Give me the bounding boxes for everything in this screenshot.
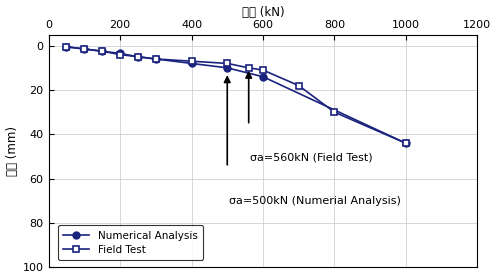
- Numerical Analysis: [403, 141, 409, 145]
- Line: Field Test: Field Test: [63, 43, 410, 147]
- Text: σa=560kN (Field Test): σa=560kN (Field Test): [250, 152, 373, 162]
- Field Test: [188, 59, 194, 63]
- Field Test: [117, 53, 123, 56]
- Numerical Analysis: [64, 45, 70, 49]
- Field Test: [153, 57, 159, 61]
- Numerical Analysis: [82, 47, 87, 51]
- X-axis label: 하중 (kN): 하중 (kN): [242, 6, 284, 19]
- Field Test: [331, 110, 337, 114]
- Legend: Numerical Analysis, Field Test: Numerical Analysis, Field Test: [58, 225, 203, 260]
- Field Test: [296, 84, 302, 87]
- Field Test: [64, 45, 70, 49]
- Numerical Analysis: [260, 75, 266, 78]
- Numerical Analysis: [188, 62, 194, 65]
- Field Test: [403, 141, 409, 145]
- Field Test: [135, 55, 141, 58]
- Numerical Analysis: [135, 55, 141, 58]
- Numerical Analysis: [99, 50, 105, 53]
- Numerical Analysis: [153, 57, 159, 61]
- Field Test: [246, 66, 251, 69]
- Field Test: [99, 50, 105, 53]
- Y-axis label: 첫위 (mm): 첫위 (mm): [5, 126, 18, 176]
- Numerical Analysis: [117, 52, 123, 55]
- Numerical Analysis: [224, 66, 230, 69]
- Line: Numerical Analysis: Numerical Analysis: [63, 43, 410, 147]
- Field Test: [260, 68, 266, 72]
- Text: σa=500kN (Numerial Analysis): σa=500kN (Numerial Analysis): [229, 196, 401, 206]
- Field Test: [224, 62, 230, 65]
- Field Test: [82, 47, 87, 51]
